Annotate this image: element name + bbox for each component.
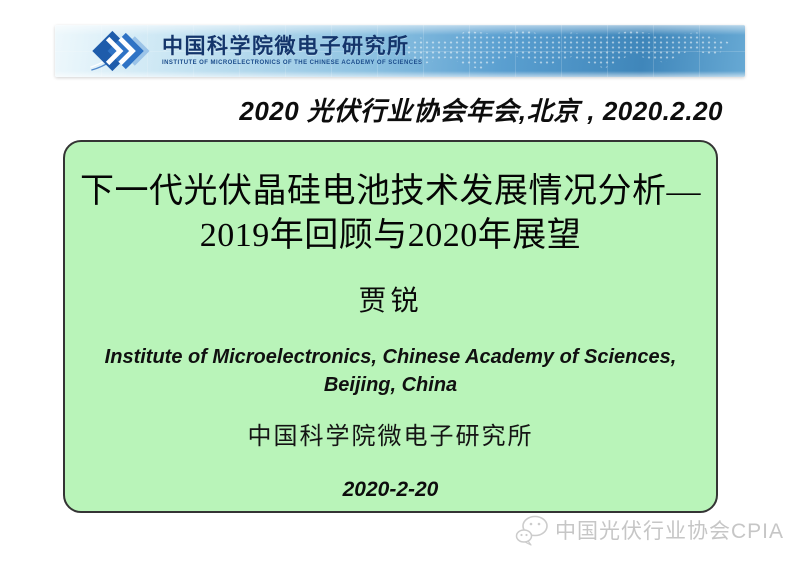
title-card: 下一代光伏晶硅电池技术发展情况分析— 2019年回顾与2020年展望 贾锐 In…: [63, 140, 718, 513]
affiliation-en-line1: Institute of Microelectronics, Chinese A…: [104, 346, 677, 369]
banner-highlight: [55, 25, 745, 35]
wechat-icon: [514, 514, 550, 546]
affiliation-cn: 中国科学院微电子研究所: [247, 424, 534, 451]
slide-title-line2: 2019年回顾与2020年展望: [199, 216, 582, 254]
affiliation-en: Institute of Microelectronics, Chinese A…: [65, 343, 716, 399]
author-name: 贾锐: [358, 286, 423, 318]
org-names: 中国科学院微电子研究所 INSTITUTE OF MICROELECTRONIC…: [162, 34, 423, 66]
banner-lowlight: [55, 71, 745, 77]
header-banner: 中国科学院微电子研究所 INSTITUTE OF MICROELECTRONIC…: [55, 25, 745, 77]
watermark-text: 中国光伏行业协会CPIA: [554, 520, 784, 543]
org-name-cn: 中国科学院微电子研究所: [162, 34, 410, 58]
org-name-en: INSTITUTE OF MICROELECTRONICS OF THE CHI…: [162, 59, 423, 66]
watermark: 中国光伏行业协会CPIA: [514, 514, 784, 546]
affiliation-en-line2: Beijing, China: [323, 374, 458, 397]
event-title: 2020 光伏行业协会年会,北京 , 2020.2.20: [239, 96, 723, 126]
diamond-chevrons-icon: [90, 30, 150, 72]
slide-title-line1: 下一代光伏晶硅电池技术发展情况分析—: [80, 173, 701, 210]
banner-content: 中国科学院微电子研究所 INSTITUTE OF MICROELECTRONIC…: [89, 28, 422, 74]
institute-logo-icon: [89, 29, 153, 73]
slide-date: 2020-2-20: [342, 478, 439, 502]
slide-title: 下一代光伏晶硅电池技术发展情况分析— 2019年回顾与2020年展望: [65, 170, 716, 257]
